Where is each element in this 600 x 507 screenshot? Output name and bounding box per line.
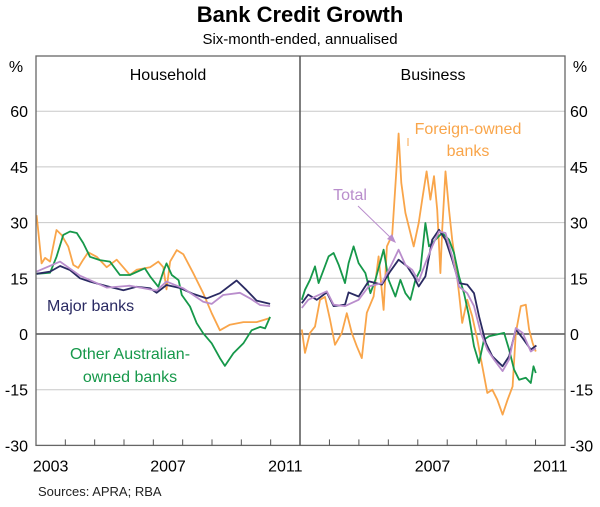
series-line-foreign-household (35, 215, 271, 332)
label-foreign-owned-line2: banks (447, 143, 490, 160)
label-foreign-owned-line1: Foreign-owned (415, 121, 522, 138)
x-tick-label: 2007 (415, 458, 451, 475)
y-tick-label-left: -15 (5, 383, 28, 400)
label-other-australian-line2: owned banks (83, 369, 177, 386)
y-tick-label-left: 15 (10, 271, 28, 288)
label-major-banks: Major banks (47, 298, 134, 315)
series-line-other-business (300, 222, 537, 384)
series-lines (35, 132, 537, 416)
chart-subtitle: Six-month-ended, annualised (202, 31, 397, 48)
y-tick-label-right: 0 (570, 327, 579, 344)
chart-title: Bank Credit Growth (197, 2, 404, 27)
x-tick-labels: 2003 2007 2011 2007 2011 (33, 458, 568, 475)
y-tick-label-right: 15 (570, 271, 588, 288)
label-total: Total (333, 187, 367, 204)
series-line-foreign-business (300, 132, 537, 416)
series-line-other-household (36, 230, 271, 367)
y-tick-label-right: -30 (570, 438, 593, 455)
y-tick-label-right: 30 (570, 216, 588, 233)
y-tick-label-left: 30 (10, 216, 28, 233)
series-line-total-household (36, 260, 271, 307)
series-line-major-business (301, 228, 537, 368)
plot-frame (35, 55, 566, 447)
source-note: Sources: APRA; RBA (38, 484, 162, 499)
y-unit-right: % (573, 59, 587, 76)
y-tick-label-left: 0 (19, 327, 28, 344)
x-tick-label: 2003 (33, 458, 69, 475)
y-tick-label-left: 60 (10, 104, 28, 121)
label-other-australian-line1: Other Australian- (70, 346, 190, 363)
x-tick-label: 2011 (268, 458, 303, 475)
y-tick-labels: 60 60 45 45 30 30 15 15 0 0 -15 -15 -30 -30 (5, 104, 593, 455)
y-tick-label-right: 60 (570, 104, 588, 121)
panel-title-business: Business (401, 67, 466, 84)
x-tick-label: 2011 (533, 458, 568, 475)
panel-title-household: Household (130, 67, 207, 84)
y-tick-label-left: 45 (10, 160, 28, 177)
y-unit-left: % (9, 59, 23, 76)
series-line-total-business (301, 230, 537, 372)
x-tick-label: 2007 (150, 458, 186, 475)
y-tick-label-right: 45 (570, 160, 588, 177)
y-tick-label-left: -30 (5, 438, 28, 455)
y-tick-label-right: -15 (570, 383, 593, 400)
total-arrow (357, 205, 396, 243)
